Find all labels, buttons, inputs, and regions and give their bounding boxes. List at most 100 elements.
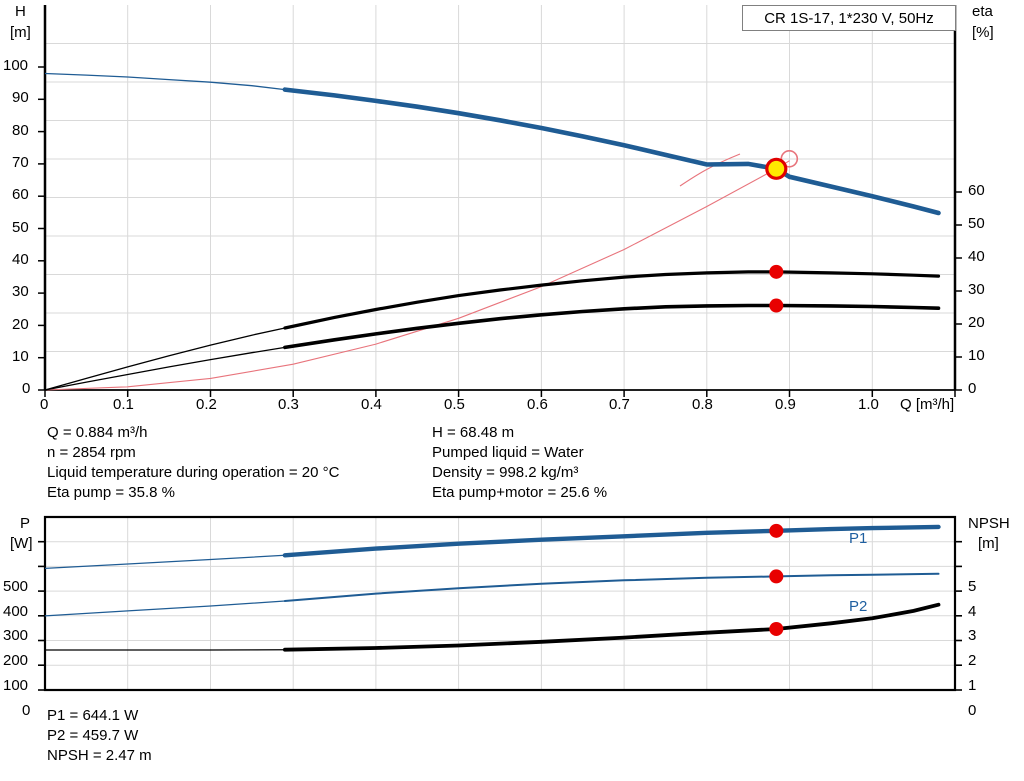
bottom-p-tick-200: 200: [3, 652, 29, 669]
top-q-tick-10: 1.0: [858, 396, 879, 413]
top-bottom-ticks: [44, 390, 956, 397]
npsh-curve-thick: [283, 602, 941, 652]
top-chart: H [m] eta [%] Q [m³/h]: [3, 3, 994, 413]
duty-point-shadow-marker: [780, 150, 799, 168]
p2-duty-dot[interactable]: [769, 569, 784, 584]
bottom-npsh-tick-2: 2: [968, 652, 977, 669]
top-eta-tick-30: 30: [968, 281, 985, 298]
top-h-tick-100: 100: [3, 57, 29, 74]
top-eta-tick-40: 40: [968, 248, 985, 265]
bottom-p-tick-300: 300: [3, 627, 29, 644]
top-h-tick-80: 80: [12, 122, 29, 139]
top-h-tick-30: 30: [12, 283, 29, 300]
top-right-ticks: [955, 191, 962, 391]
info-liquid: Pumped liquid = Water: [432, 444, 584, 461]
top-y-right-axis-title-2: [%]: [972, 24, 994, 41]
bottom-left-ticks: [38, 540, 45, 691]
top-y-right-axis-title-1: eta: [972, 3, 993, 20]
duty-point-marker[interactable]: [765, 157, 788, 180]
bottom-axes: [43, 515, 957, 692]
bottom-npsh-tick-3: 3: [968, 627, 977, 644]
top-q-tick-04: 0.4: [361, 396, 382, 413]
top-q-tick-0: 0: [40, 396, 49, 413]
top-eta-tick-10: 10: [968, 347, 985, 364]
eta-pump-motor-curve-thin: [44, 346, 286, 391]
info-q: Q = 0.884 m³/h: [47, 424, 148, 441]
bottom-npsh-tick-1: 1: [968, 677, 977, 694]
bottom-npsh-tick-5: 5: [968, 578, 977, 595]
eta-pump-curve-thick: [283, 270, 941, 330]
npsh-duty-dot[interactable]: [769, 621, 784, 636]
top-eta-tick-0: 0: [968, 380, 977, 397]
top-q-tick-06: 0.6: [527, 396, 548, 413]
chart-title-box: CR 1S-17, 1*230 V, 50Hz: [742, 5, 956, 31]
bottom-chart-svg: [38, 515, 962, 692]
info-n: n = 2854 rpm: [47, 444, 136, 461]
bottom-npsh-tick-4: 4: [968, 603, 977, 620]
top-x-axis-title: Q [m³/h]: [900, 396, 955, 413]
bottom-y-left-axis-title-2: [W]: [10, 535, 33, 552]
bottom-y-right-axis-title-1: NPSH: [968, 515, 1010, 532]
top-q-tick-03: 0.3: [278, 396, 299, 413]
top-h-tick-0: 0: [22, 380, 31, 397]
top-h-tick-90: 90: [12, 89, 29, 106]
bottom-npsh-tick-0: 0: [968, 702, 977, 719]
info-liqtemp: Liquid temperature during operation = 20…: [47, 464, 340, 481]
head-curve-thick: [282, 87, 941, 216]
bottom-vertical-gridlines: [127, 517, 873, 690]
bottom-chart: P [W] NPSH [m]: [0, 510, 1024, 719]
bottom-y-left-axis-title-1: P: [20, 515, 31, 532]
top-h-tick-40: 40: [12, 251, 29, 268]
top-h-tick-20: 20: [12, 316, 29, 333]
info-etapump: Eta pump = 35.8 %: [47, 484, 175, 501]
p2-curve-thick: [283, 572, 940, 602]
p2-curve-thin: [44, 600, 285, 617]
eta-pump-motor-duty-dot[interactable]: [769, 298, 784, 313]
system-curve-upper: [679, 153, 741, 187]
info-h: H = 68.48 m: [432, 424, 515, 441]
info-p2: P2 = 459.7 W: [47, 727, 139, 744]
top-eta-tick-20: 20: [968, 314, 985, 331]
top-q-tick-09: 0.9: [775, 396, 796, 413]
info-p1: P1 = 644.1 W: [47, 707, 139, 724]
top-info-block: Q = 0.884 m³/h n = 2854 rpm Liquid tempe…: [0, 418, 1024, 508]
top-chart-svg: [38, 5, 962, 397]
top-h-tick-50: 50: [12, 219, 29, 236]
bottom-p-tick-400: 400: [3, 603, 29, 620]
top-h-tick-60: 60: [12, 186, 29, 203]
bottom-p-tick-100: 100: [3, 677, 29, 694]
info-etapm: Eta pump+motor = 25.6 %: [432, 484, 608, 501]
p2-curve-label: P2: [849, 598, 868, 615]
top-left-ticks: [38, 66, 45, 391]
p1-duty-dot[interactable]: [769, 523, 784, 538]
top-q-tick-02: 0.2: [196, 396, 217, 413]
info-npsh: NPSH = 2.47 m: [47, 747, 152, 764]
bottom-info-block: P1 = 644.1 W P2 = 459.7 W NPSH = 2.47 m: [0, 703, 1024, 781]
bottom-plot-background: [45, 517, 955, 690]
bottom-p-tick-0: 0: [22, 702, 31, 719]
top-q-tick-07: 0.7: [609, 396, 630, 413]
top-y-left-axis-title-2: [m]: [10, 24, 31, 41]
top-q-tick-01: 0.1: [113, 396, 134, 413]
bottom-horizontal-gridlines: [45, 541, 955, 666]
head-curve-thin: [44, 72, 285, 91]
system-curve: [44, 160, 790, 391]
top-vertical-gridlines: [127, 5, 873, 390]
p1-curve-thick: [282, 524, 941, 558]
p1-curve-label: P1: [849, 530, 868, 547]
top-eta-tick-60: 60: [968, 182, 985, 199]
eta-pump-duty-dot[interactable]: [769, 264, 784, 279]
top-eta-tick-50: 50: [968, 215, 985, 232]
bottom-right-ticks: [955, 540, 962, 691]
p1-curve-thin: [44, 554, 285, 570]
top-q-tick-05: 0.5: [444, 396, 465, 413]
top-h-tick-10: 10: [12, 348, 29, 365]
bottom-y-right-axis-title-2: [m]: [978, 535, 999, 552]
info-density: Density = 998.2 kg/m³: [432, 464, 579, 481]
eta-pump-motor-curve-thick: [283, 303, 941, 350]
top-h-tick-70: 70: [12, 154, 29, 171]
top-q-tick-08: 0.8: [692, 396, 713, 413]
bottom-p-tick-500: 500: [3, 578, 29, 595]
eta-pump-curve-thin: [44, 327, 286, 391]
